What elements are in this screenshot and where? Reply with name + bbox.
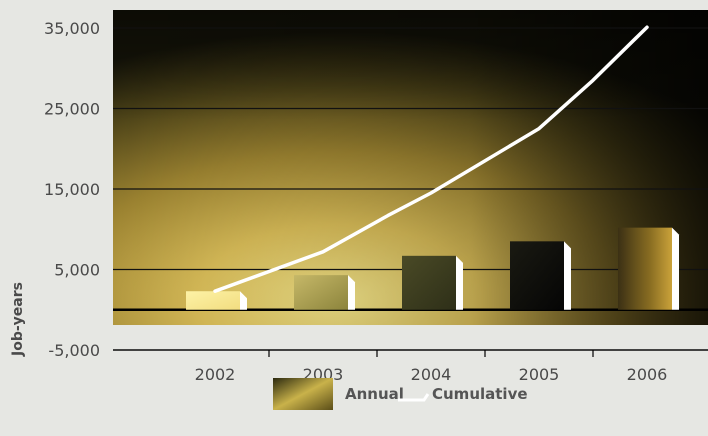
bar-2005 (510, 241, 571, 310)
bar-side (672, 227, 679, 310)
annual-bars (186, 227, 679, 310)
bar-2002 (186, 291, 247, 310)
legend-swatch-annual (273, 378, 333, 410)
bar-face (186, 291, 240, 310)
bar-2004 (402, 255, 463, 310)
y-tick-label: 25,000 (44, 100, 100, 119)
cumulative-line (213, 25, 649, 293)
y-tick-label: 5,000 (54, 261, 100, 280)
cumulative-series (213, 25, 649, 293)
bar-2006 (618, 227, 679, 310)
bar-side (240, 291, 247, 310)
y-axis: -5,000 5,000 15,000 25,000 35,000 (44, 19, 100, 360)
bar-face (510, 241, 564, 310)
bar-face (618, 227, 672, 310)
bar-side (564, 241, 571, 310)
y-tick-label: 15,000 (44, 180, 100, 199)
bar-face (294, 275, 348, 310)
legend-label-annual: Annual (345, 385, 404, 403)
legend-line-cumulative (398, 393, 430, 402)
x-tick-label: 2006 (627, 365, 668, 384)
bar-side (456, 255, 463, 310)
bar-side (348, 275, 355, 310)
y-tick-label: -5,000 (48, 341, 100, 360)
x-tick-label: 2005 (519, 365, 560, 384)
bar-face (402, 255, 456, 310)
x-tick-label: 2004 (411, 365, 452, 384)
x-tick-label: 2002 (195, 365, 236, 384)
legend: Annual Cumulative (273, 378, 528, 410)
y-axis-label: Job-years (10, 282, 26, 357)
legend-label-cumulative: Cumulative (432, 385, 528, 403)
y-tick-label: 35,000 (44, 19, 100, 38)
x-axis: 2002 2003 2004 2005 2006 (113, 349, 708, 384)
bar-2003 (294, 275, 355, 310)
